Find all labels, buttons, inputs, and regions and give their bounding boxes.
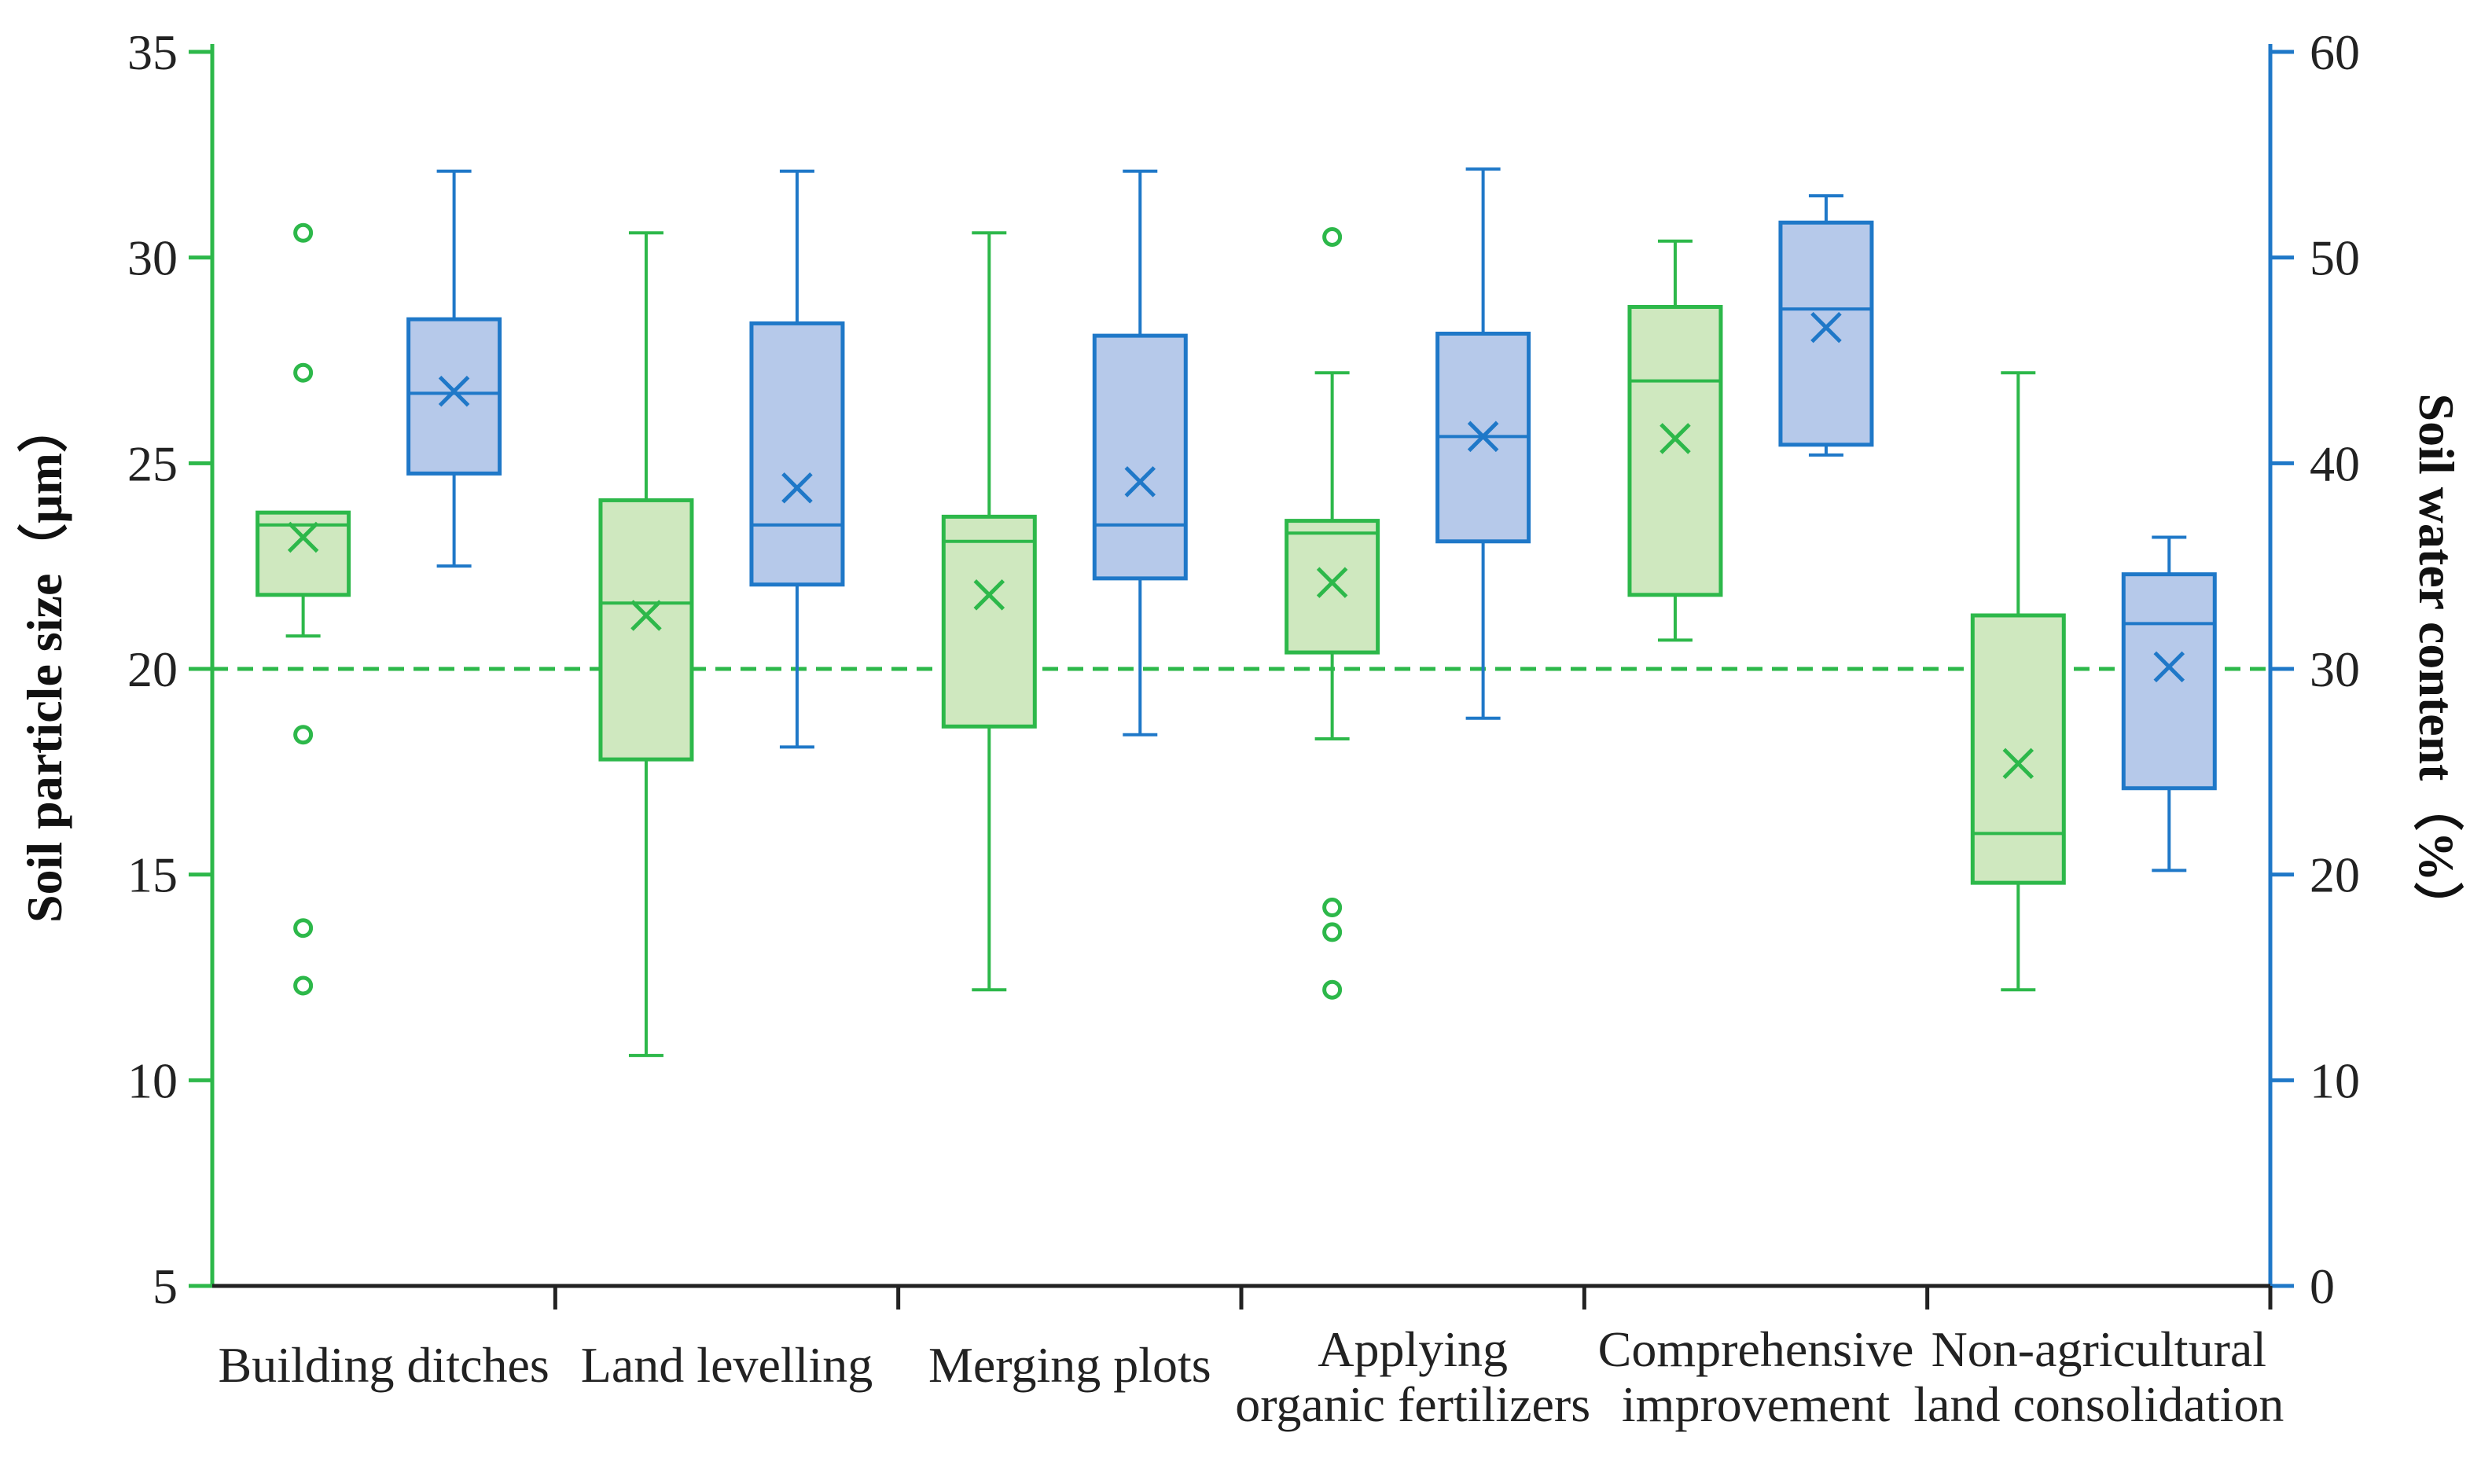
box-particle-3 — [941, 231, 1037, 992]
axis-layer — [189, 44, 2294, 1310]
mean-marker — [1660, 423, 1691, 454]
category-label-line: Merging plots — [928, 1337, 1211, 1393]
outlier-point — [293, 918, 314, 939]
right-tick-label: 20 — [2310, 847, 2360, 903]
category-label-line: improvement — [1622, 1376, 1890, 1432]
box-particle-1 — [255, 222, 351, 996]
right-tick-label: 0 — [2310, 1258, 2335, 1314]
left-tick-label: 30 — [127, 230, 178, 286]
box-particle-6 — [1970, 371, 2066, 992]
mean-marker — [438, 375, 470, 407]
category-label-line: Building ditches — [219, 1337, 549, 1393]
category-label-line: Comprehensive — [1598, 1321, 1914, 1377]
right-axis-title: Soil water content（%） — [2409, 394, 2464, 932]
iqr-box — [1627, 304, 1723, 597]
box-water-2 — [749, 169, 845, 749]
category-label: Applying organic fertilizers — [1235, 1321, 1590, 1432]
category-label: Land levelling — [581, 1337, 873, 1393]
box-particle-2 — [598, 231, 694, 1057]
outlier-point — [1322, 979, 1343, 1000]
outlier-point — [293, 222, 314, 243]
left-tick-label: 5 — [153, 1258, 178, 1314]
iqr-box — [1092, 333, 1188, 581]
mean-marker — [630, 600, 662, 631]
mean-marker — [2002, 748, 2034, 780]
left-tick-label: 15 — [127, 847, 178, 903]
category-label: Comprehensive improvement — [1598, 1321, 1914, 1432]
category-label-line: land consolidation — [1913, 1376, 2284, 1432]
left-axis-title: Soil particle size（μm） — [17, 402, 72, 923]
left-tick-label: 25 — [127, 435, 178, 491]
left-tick-label: 35 — [127, 24, 178, 80]
iqr-box — [2121, 572, 2217, 791]
outlier-point — [1322, 922, 1343, 942]
mean-marker — [1467, 421, 1499, 453]
iqr-box — [749, 321, 845, 587]
box-water-3 — [1092, 169, 1188, 736]
left-tick-label: 10 — [127, 1052, 178, 1108]
right-tick-label: 60 — [2310, 24, 2360, 80]
category-label: Merging plots — [928, 1337, 1211, 1393]
category-label-line: Non-agricultural — [1932, 1321, 2267, 1377]
mean-marker — [973, 579, 1005, 611]
box-water-1 — [406, 169, 502, 568]
mean-marker — [781, 472, 813, 504]
box-layer — [255, 167, 2217, 1057]
iqr-box — [406, 317, 502, 476]
right-tick-label: 50 — [2310, 230, 2360, 286]
iqr-box — [1970, 613, 2066, 885]
outlier-point — [293, 362, 314, 383]
right-tick-label: 30 — [2310, 641, 2360, 697]
outlier-point — [1322, 227, 1343, 247]
iqr-box — [598, 498, 694, 762]
category-label-line: organic fertilizers — [1235, 1376, 1590, 1432]
category-label-line: Land levelling — [581, 1337, 873, 1393]
mean-marker — [1124, 466, 1156, 498]
box-water-5 — [1778, 194, 1874, 457]
right-tick-label: 40 — [2310, 435, 2360, 491]
box-particle-5 — [1627, 239, 1723, 642]
category-label: Building ditches — [219, 1337, 549, 1393]
box-water-6 — [2121, 535, 2217, 872]
right-tick-label: 10 — [2310, 1052, 2360, 1108]
iqr-box — [1778, 220, 1874, 447]
iqr-box — [1285, 519, 1380, 655]
mean-marker — [287, 521, 319, 553]
mean-marker — [2153, 651, 2185, 683]
box-water-4 — [1435, 167, 1531, 720]
left-tick-label: 20 — [127, 641, 178, 697]
label-layer: 5 10 15 20 25 30 35 0 10 20 30 40 50 60 Building ditch… — [127, 24, 2360, 1432]
category-label: Non-agricultural land consolidation — [1913, 1321, 2284, 1432]
mean-marker — [1316, 567, 1348, 598]
outlier-point — [293, 725, 314, 745]
outlier-point — [1322, 898, 1343, 918]
box-particle-4 — [1285, 227, 1380, 1000]
iqr-box — [941, 514, 1037, 729]
category-label-line: Applying — [1318, 1321, 1508, 1377]
outlier-point — [293, 975, 314, 996]
mean-marker — [1810, 311, 1842, 343]
